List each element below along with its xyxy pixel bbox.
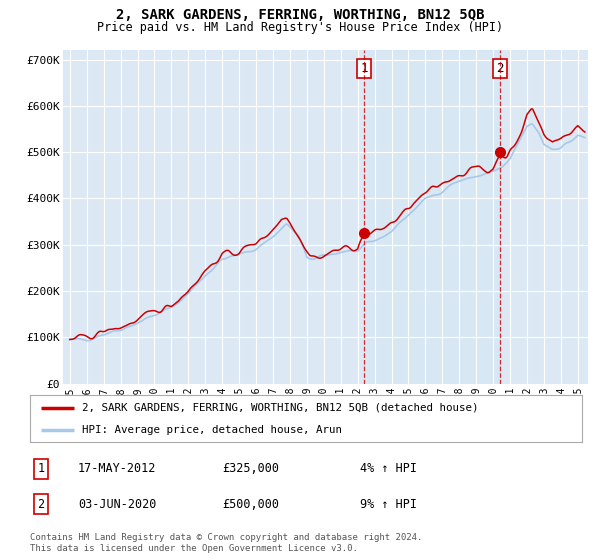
Bar <box>364 50 500 384</box>
Text: 2: 2 <box>37 497 44 511</box>
Text: Contains HM Land Registry data © Crown copyright and database right 2024.
This d: Contains HM Land Registry data © Crown c… <box>30 533 422 553</box>
Text: £500,000: £500,000 <box>222 497 279 511</box>
Text: Price paid vs. HM Land Registry's House Price Index (HPI): Price paid vs. HM Land Registry's House … <box>97 21 503 34</box>
Text: 2, SARK GARDENS, FERRING, WORTHING, BN12 5QB (detached house): 2, SARK GARDENS, FERRING, WORTHING, BN12… <box>82 403 479 413</box>
Text: 9% ↑ HPI: 9% ↑ HPI <box>360 497 417 511</box>
Text: 2: 2 <box>497 62 504 75</box>
Text: 1: 1 <box>37 462 44 475</box>
Text: 4% ↑ HPI: 4% ↑ HPI <box>360 462 417 475</box>
Text: 03-JUN-2020: 03-JUN-2020 <box>78 497 157 511</box>
Text: 17-MAY-2012: 17-MAY-2012 <box>78 462 157 475</box>
Text: 2, SARK GARDENS, FERRING, WORTHING, BN12 5QB: 2, SARK GARDENS, FERRING, WORTHING, BN12… <box>116 8 484 22</box>
Text: £325,000: £325,000 <box>222 462 279 475</box>
Text: HPI: Average price, detached house, Arun: HPI: Average price, detached house, Arun <box>82 424 343 435</box>
Text: 1: 1 <box>361 62 368 75</box>
